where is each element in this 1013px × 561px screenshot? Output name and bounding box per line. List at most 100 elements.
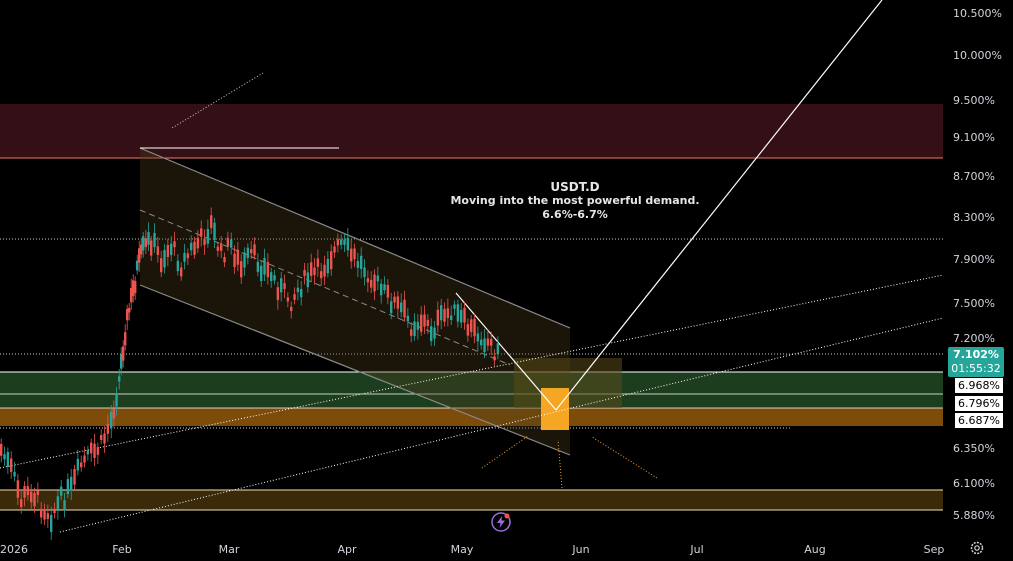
candle-body: [493, 356, 496, 361]
candle-body: [100, 435, 103, 440]
candle-body: [16, 480, 20, 498]
candle-body: [280, 278, 283, 293]
y-tick-label: 7.900%: [953, 253, 995, 266]
candle-body: [316, 258, 320, 267]
candle-body: [130, 288, 133, 303]
candle-body: [6, 451, 10, 467]
y-axis: 10.500% 10.000% 9.500% 9.100% 8.700% 8.300% 7.…: [953, 7, 1002, 522]
candle-body: [3, 454, 6, 460]
candle-body: [80, 462, 83, 468]
candle-body: [220, 243, 223, 251]
candle-body: [323, 264, 326, 277]
candle-body: [147, 232, 150, 245]
candle-body: [433, 327, 436, 339]
candle-body: [36, 490, 40, 495]
x-tick-label: Sep: [924, 543, 945, 556]
candle-body: [210, 215, 213, 228]
candle-body: [126, 308, 129, 321]
candle-body: [132, 280, 135, 296]
y-tick-label: 8.300%: [953, 211, 995, 224]
price-label-1: 6.968%: [955, 378, 1003, 393]
candle-body: [160, 258, 163, 273]
demand-zone-green: [0, 372, 943, 408]
candle-body: [343, 239, 346, 245]
candle-body: [144, 238, 148, 248]
candle-body: [83, 455, 86, 463]
candle-body: [406, 315, 410, 322]
candle-body: [273, 275, 276, 281]
candle-body: [260, 265, 263, 281]
candle-body: [230, 239, 233, 248]
candle-body: [386, 284, 390, 298]
x-tick-label: Jul: [689, 543, 703, 556]
candle-body: [115, 394, 118, 407]
candle-body: [426, 319, 430, 327]
candle-body: [153, 233, 156, 248]
candle-body: [310, 262, 313, 276]
candle-body: [256, 261, 260, 272]
y-tick-label: 8.700%: [953, 170, 995, 183]
y-tick-label: 5.880%: [953, 509, 995, 522]
y-tick-label: 9.500%: [953, 94, 995, 107]
candle-body: [156, 246, 160, 255]
channel-mid: [139, 209, 511, 366]
candle-body: [73, 468, 76, 485]
candle-body: [446, 308, 450, 319]
settings-gear-icon[interactable]: [969, 540, 985, 556]
candle-body: [476, 333, 480, 342]
candle-body: [313, 267, 316, 276]
candle-body: [456, 304, 460, 322]
x-axis: 2026 Feb Mar Apr May Jun Jul Aug Sep: [0, 543, 944, 556]
candle-body: [0, 443, 3, 456]
y-tick-label: 10.500%: [953, 7, 1002, 20]
candle-body: [40, 508, 43, 518]
arrow-left: [481, 435, 529, 469]
supply-zone: [0, 104, 943, 158]
candle-body: [330, 251, 333, 270]
candle-body: [350, 248, 353, 262]
demand-zone-orange: [0, 408, 943, 426]
y-tick-label: 7.500%: [953, 297, 995, 310]
candle-body: [356, 261, 360, 268]
candle-body: [128, 308, 131, 313]
rally-line: [555, 0, 883, 411]
candle-body: [96, 446, 100, 455]
y-tick-label: 10.000%: [953, 49, 1002, 62]
candle-body: [166, 245, 170, 257]
y-tick-label: 7.200%: [953, 332, 995, 345]
flash-icon[interactable]: [491, 512, 511, 532]
candle-body: [186, 253, 190, 259]
candle-body: [43, 509, 46, 520]
candle-body: [216, 246, 220, 251]
channel-top: [139, 147, 571, 329]
candle-body: [134, 281, 137, 294]
candle-body: [118, 376, 121, 382]
channel-bottom: [139, 284, 571, 456]
candles-group: [0, 207, 500, 540]
candle-body: [106, 423, 110, 434]
candle-body: [66, 479, 70, 495]
candle-body: [53, 508, 56, 514]
annotation: USDT.D Moving into the most powerful dem…: [445, 180, 705, 222]
low-zone: [0, 490, 943, 510]
candle-body: [203, 238, 206, 245]
candle-body: [173, 241, 176, 248]
candle-body: [420, 314, 423, 332]
candle-body: [293, 294, 296, 300]
arrow-right: [591, 436, 658, 479]
candle-body: [33, 493, 36, 507]
candle-body: [346, 237, 350, 251]
candle-body: [353, 248, 356, 260]
candle-body: [460, 309, 463, 323]
candle-body: [370, 279, 373, 288]
candle-body: [206, 229, 210, 244]
candle-body: [333, 246, 336, 253]
channel-fill: [140, 148, 570, 455]
candle-body: [193, 241, 196, 255]
x-tick-label: Aug: [804, 543, 825, 556]
y-tick-label: 6.100%: [953, 477, 995, 490]
price-label-2: 6.796%: [955, 396, 1003, 411]
candle-body: [413, 321, 416, 337]
candle-body: [124, 332, 127, 346]
